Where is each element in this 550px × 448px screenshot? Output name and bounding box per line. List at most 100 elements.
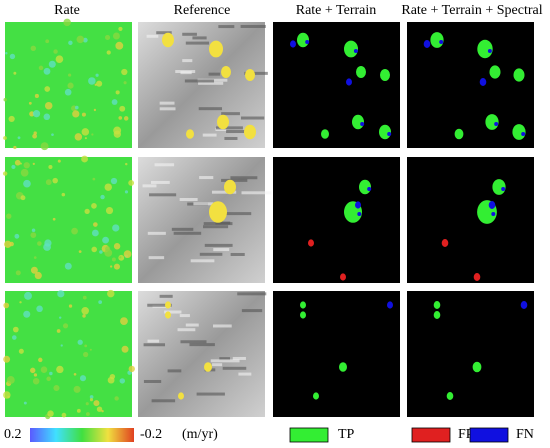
- ridge: [198, 107, 223, 111]
- rate-speck: [91, 246, 98, 253]
- detection-blob: [352, 114, 364, 130]
- rate-speck: [113, 126, 122, 135]
- rate-speck: [107, 376, 115, 384]
- landslide-outline: [221, 66, 231, 78]
- column-title: Rate: [54, 3, 80, 18]
- rate-speck: [111, 99, 118, 105]
- rate-speck: [63, 18, 71, 27]
- detection-edge: [487, 49, 492, 53]
- rate-speck: [61, 412, 67, 418]
- rate-speck: [29, 111, 35, 117]
- colorbar-label: -0.2: [140, 427, 162, 442]
- rate-speck: [104, 183, 112, 191]
- rate-speck: [112, 32, 120, 40]
- detection-blob: [477, 39, 493, 59]
- ridge: [192, 36, 207, 40]
- detection-edge: [360, 122, 365, 126]
- rate-speck: [64, 262, 72, 270]
- rate-speck: [3, 98, 7, 102]
- rate-map: [5, 291, 132, 417]
- rate-speck: [119, 256, 122, 259]
- rate-speck: [57, 290, 65, 298]
- detection-edge: [367, 187, 372, 191]
- ridge: [196, 392, 225, 396]
- rate-speck: [123, 116, 129, 121]
- rate-speck: [43, 67, 51, 75]
- rate-speck: [73, 372, 77, 376]
- rate-speck: [85, 402, 89, 406]
- rate-speck: [6, 376, 15, 384]
- rate-speck: [84, 344, 88, 348]
- rate-speck: [98, 300, 103, 304]
- ridge: [177, 328, 196, 332]
- ridge: [151, 399, 176, 403]
- ridge: [230, 176, 258, 180]
- detection-map: [407, 157, 534, 283]
- rate-speck: [48, 164, 53, 170]
- rate-speck: [4, 240, 12, 248]
- rate-speck: [51, 133, 54, 137]
- rate-speck: [93, 222, 98, 227]
- detection-blob: [356, 66, 366, 78]
- detection-blob: [387, 301, 393, 309]
- rate-speck: [64, 88, 72, 96]
- rate-speck: [8, 115, 15, 123]
- rate-speck: [5, 52, 8, 55]
- rate-speck: [113, 263, 120, 270]
- rate-speck: [128, 365, 135, 373]
- rate-speck: [121, 68, 128, 76]
- rate-speck: [47, 410, 54, 417]
- image-panel: [138, 291, 267, 417]
- detection-blob: [441, 239, 449, 247]
- ridge: [237, 292, 267, 296]
- rate-speck: [81, 306, 89, 315]
- rate-speck: [33, 373, 38, 377]
- rate-speck: [93, 108, 97, 112]
- image-panel: [3, 18, 132, 151]
- column-title: Reference: [174, 3, 231, 18]
- rate-speck: [115, 90, 120, 95]
- rate-speck: [121, 345, 129, 353]
- detection-blob: [290, 40, 296, 48]
- rate-speck: [99, 250, 103, 254]
- detection-blob: [492, 179, 506, 195]
- rate-speck: [125, 162, 128, 166]
- ridge: [147, 231, 166, 235]
- rate-speck: [74, 133, 83, 141]
- rate-speck: [12, 335, 17, 340]
- ridge: [225, 212, 252, 216]
- detection-edge: [521, 132, 526, 136]
- rate-speck: [12, 326, 19, 333]
- rate-speck: [68, 304, 73, 308]
- rate-speck: [52, 217, 56, 221]
- detection-edge: [387, 132, 392, 136]
- ridge: [179, 197, 198, 201]
- rate-speck: [36, 305, 43, 313]
- landslide-outline: [209, 201, 227, 223]
- rate-speck: [56, 365, 64, 374]
- image-panel: [407, 291, 534, 417]
- rate-speck: [123, 81, 127, 85]
- ridge: [173, 231, 202, 235]
- rate-speck: [89, 395, 94, 399]
- rate-speck: [77, 339, 83, 345]
- ridge: [241, 191, 272, 195]
- rate-speck: [23, 401, 27, 405]
- detection-blob: [479, 78, 487, 86]
- column-title: Rate + Terrain + Spectral: [401, 3, 542, 18]
- image-panel: [138, 22, 268, 148]
- rate-speck: [118, 116, 123, 120]
- rate-speck: [23, 310, 31, 318]
- image-panel: [3, 289, 135, 420]
- rate-speck: [31, 228, 36, 232]
- landslide-outline: [217, 114, 229, 130]
- detection-blob: [433, 301, 441, 309]
- rate-speck: [30, 367, 36, 374]
- ridge: [184, 79, 215, 83]
- detection-blob: [344, 40, 358, 58]
- rate-speck: [32, 162, 35, 166]
- ridge: [210, 359, 240, 363]
- ridge: [179, 314, 190, 318]
- rate-speck: [33, 256, 37, 259]
